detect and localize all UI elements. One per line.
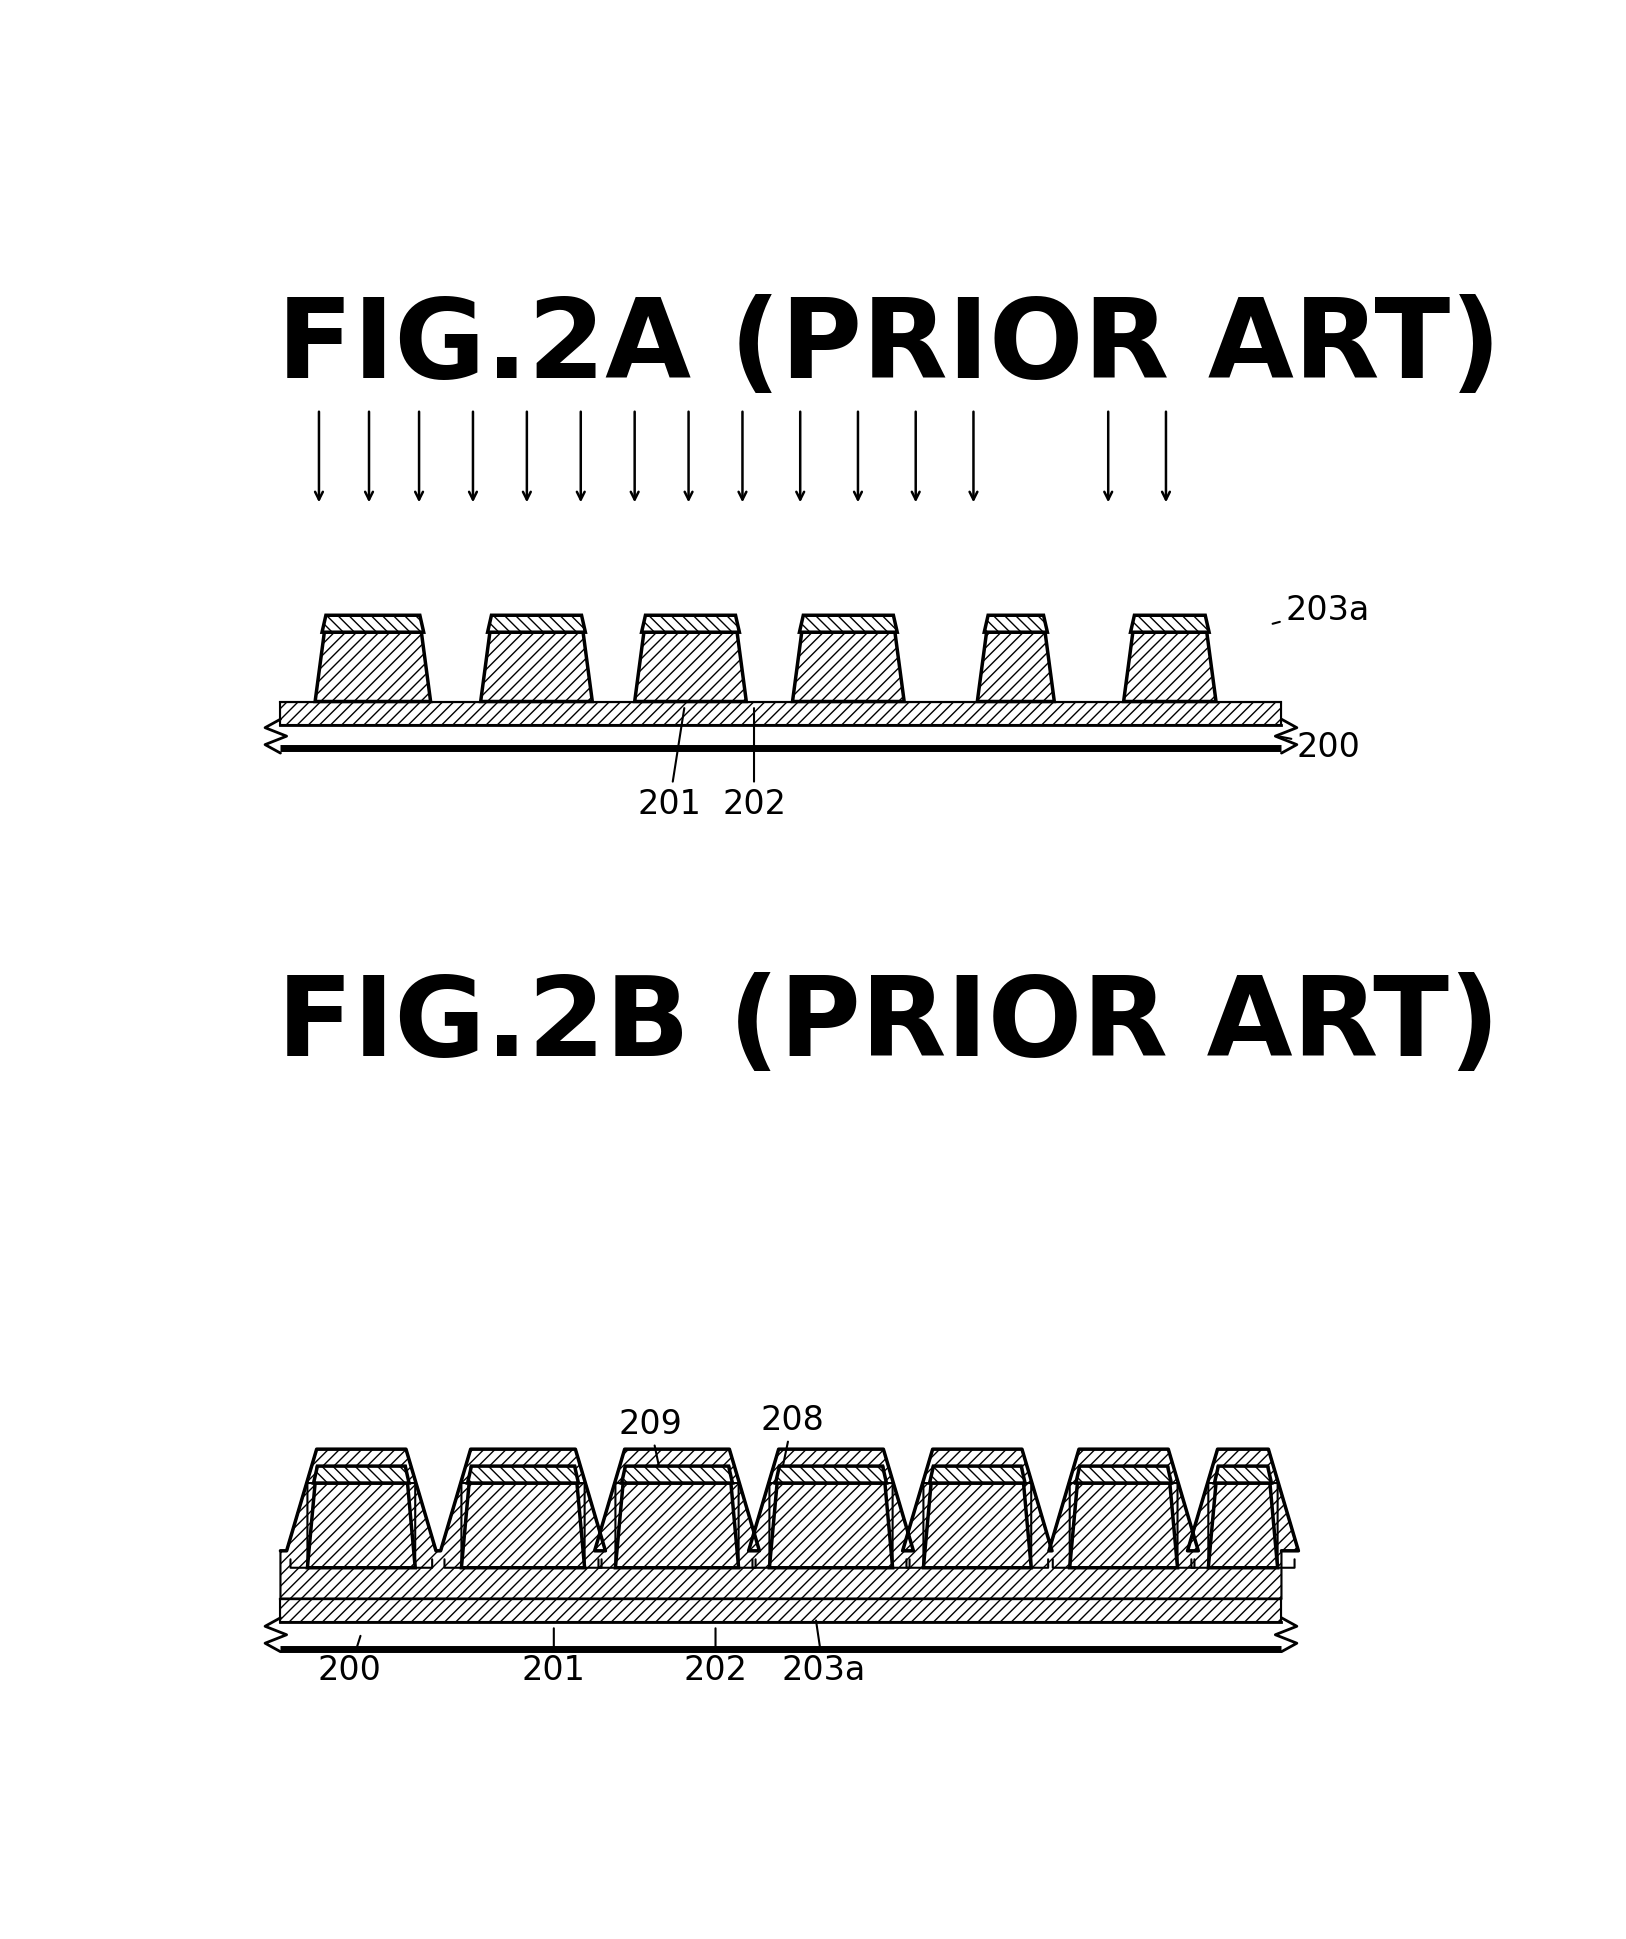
Polygon shape xyxy=(280,1621,1281,1648)
Polygon shape xyxy=(280,702,1281,725)
Polygon shape xyxy=(307,1483,415,1569)
Polygon shape xyxy=(1215,1466,1272,1483)
Polygon shape xyxy=(314,1466,410,1483)
Polygon shape xyxy=(800,617,898,632)
Text: 202: 202 xyxy=(722,710,785,820)
Polygon shape xyxy=(280,1450,1299,1600)
Text: 203a: 203a xyxy=(1273,593,1369,626)
Text: 200: 200 xyxy=(1280,731,1361,764)
Polygon shape xyxy=(1208,1483,1278,1569)
Polygon shape xyxy=(481,632,592,702)
Polygon shape xyxy=(615,1483,738,1569)
Polygon shape xyxy=(280,1600,1281,1621)
Text: 203a: 203a xyxy=(780,1621,865,1687)
Polygon shape xyxy=(924,1483,1031,1569)
Polygon shape xyxy=(322,617,424,632)
Text: 209: 209 xyxy=(618,1408,681,1478)
Polygon shape xyxy=(776,1466,886,1483)
Polygon shape xyxy=(462,1483,585,1569)
Polygon shape xyxy=(930,1466,1024,1483)
Text: 208: 208 xyxy=(761,1404,824,1474)
Text: 202: 202 xyxy=(683,1629,748,1687)
Polygon shape xyxy=(634,632,746,702)
Text: 201: 201 xyxy=(522,1629,585,1687)
Text: 200: 200 xyxy=(317,1637,382,1687)
Polygon shape xyxy=(769,1483,893,1569)
Polygon shape xyxy=(488,617,585,632)
Polygon shape xyxy=(280,725,1281,748)
Polygon shape xyxy=(1070,1483,1177,1569)
Polygon shape xyxy=(315,632,431,702)
Text: FIG.2B (PRIOR ART): FIG.2B (PRIOR ART) xyxy=(276,971,1499,1078)
Polygon shape xyxy=(621,1466,732,1483)
Polygon shape xyxy=(1076,1466,1171,1483)
Polygon shape xyxy=(984,617,1047,632)
Polygon shape xyxy=(468,1466,579,1483)
Text: 201: 201 xyxy=(637,710,701,820)
Text: FIG.2A (PRIOR ART): FIG.2A (PRIOR ART) xyxy=(276,295,1501,401)
Polygon shape xyxy=(642,617,740,632)
Polygon shape xyxy=(1124,632,1216,702)
Polygon shape xyxy=(792,632,904,702)
Polygon shape xyxy=(977,632,1054,702)
Polygon shape xyxy=(1130,617,1210,632)
